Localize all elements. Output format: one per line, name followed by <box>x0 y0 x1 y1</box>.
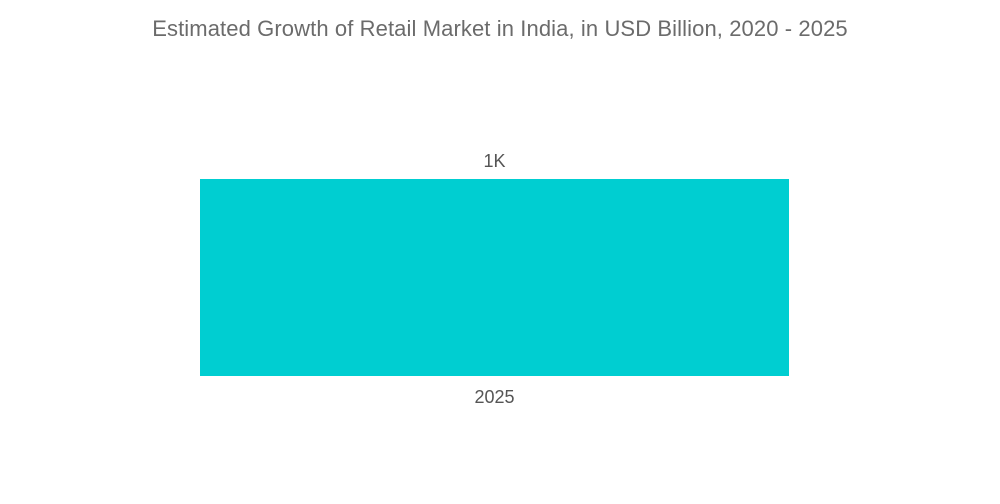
x-tick-label-2025: 2025 <box>474 387 514 407</box>
bar-2025 <box>200 179 789 376</box>
data-label-2025: 1K <box>483 151 505 171</box>
chart-title: Estimated Growth of Retail Market in Ind… <box>152 16 848 41</box>
